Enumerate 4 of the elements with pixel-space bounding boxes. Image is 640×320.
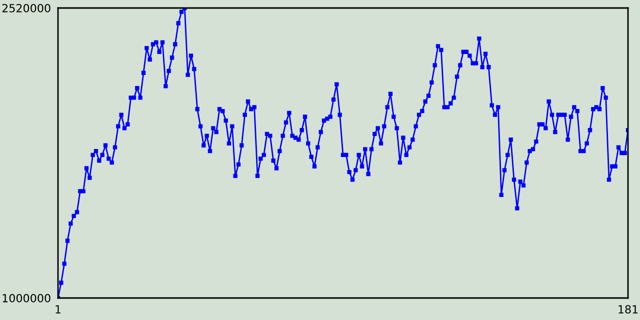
y-tick-label: 1000000 [2,294,50,302]
x-tick-label: 181 [618,305,638,314]
y-tick-label: 2520000 [2,4,50,12]
x-tick-label: 1 [56,305,61,314]
